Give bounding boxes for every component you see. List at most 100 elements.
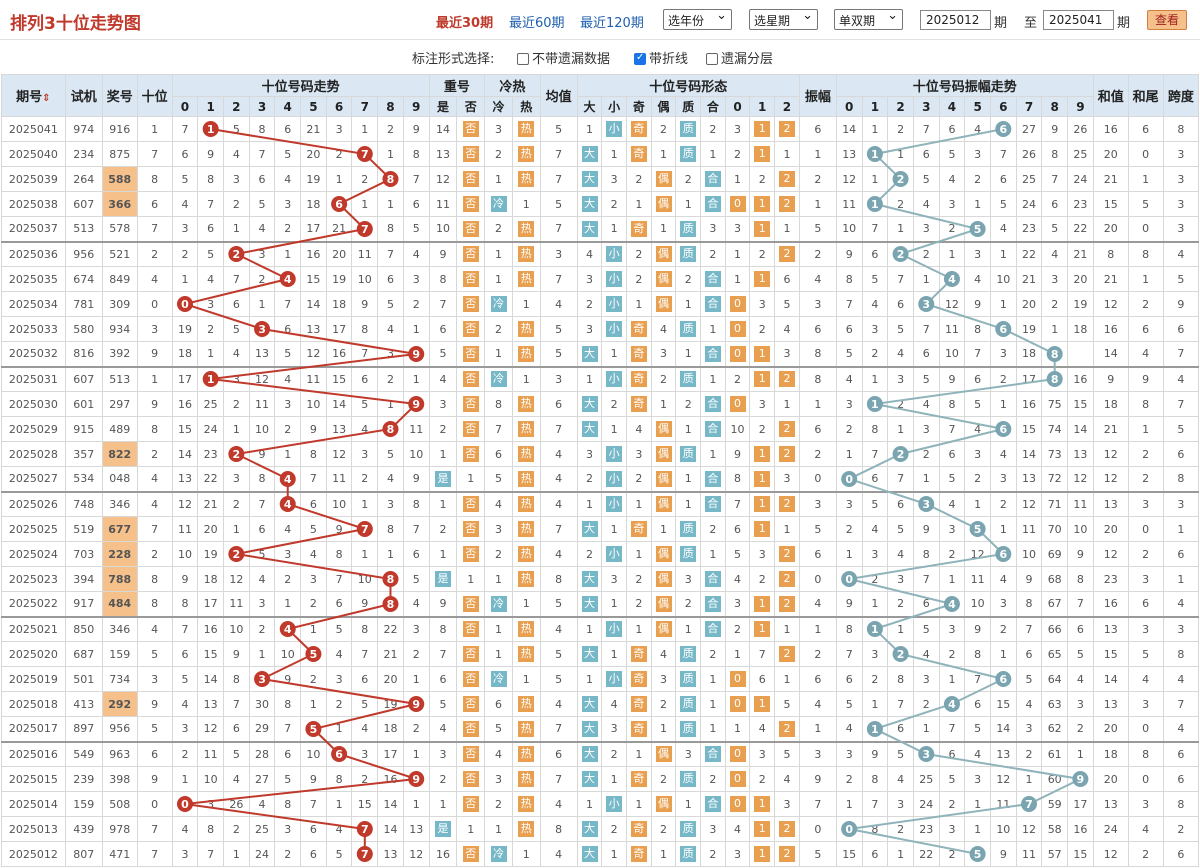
avg-cell: 7	[539, 766, 578, 792]
amp-trend-cell-5: 4	[964, 416, 991, 442]
amp-trend-cell-6: 12	[989, 766, 1017, 792]
repeat-no-cell: 否	[456, 591, 486, 617]
repeat-yes-cell: 5	[428, 341, 458, 367]
form-cell-3: 偶	[650, 566, 677, 592]
tens-cell: 9	[136, 341, 173, 367]
repeat-yes-cell: 6	[428, 666, 458, 692]
form-cell-3: 偶	[650, 240, 677, 267]
form-header-6: 0	[724, 96, 751, 117]
trend-digit-header-8: 8	[377, 96, 404, 117]
form-cell-5: 合	[700, 791, 726, 817]
form-cell-4: 质	[675, 641, 702, 667]
option-no-miss[interactable]: 不带遗漏数据	[517, 48, 610, 67]
value-chip: 小	[606, 321, 623, 337]
value-chip: 偶	[655, 470, 672, 487]
value-chip: 2	[778, 846, 795, 862]
amp-trend-cell-8: 73	[1041, 441, 1069, 467]
trend-cell-3: 2	[248, 266, 276, 292]
trend-cell-8: 20	[377, 666, 404, 692]
value-chip: 热	[518, 746, 535, 763]
to-issue-input[interactable]: 2025041	[1043, 10, 1114, 30]
trend-cell-1: 11	[197, 740, 225, 767]
amp-trend-cell-1: 2	[861, 666, 889, 692]
span-cell: 8	[1162, 641, 1200, 667]
form-cell-5: 1	[700, 716, 726, 742]
value-chip: 质	[680, 696, 697, 712]
amp-trend-cell-3: 2	[912, 441, 940, 467]
trend-digit-header-7: 7	[351, 96, 379, 117]
trend-cell-3: 2	[248, 615, 276, 642]
issue-cell: 2025021	[1, 615, 66, 642]
checkbox-checked-icon[interactable]	[634, 52, 646, 65]
trend-cell-0: 18	[171, 341, 199, 367]
trial-cell: 816	[64, 341, 103, 367]
hot-cell: 1	[511, 191, 541, 217]
trend-cell-1: 2	[197, 316, 225, 342]
repeat-no-cell: 1	[456, 466, 486, 492]
form-cell-2: 奇	[626, 641, 652, 667]
amp-trend-cell-0: 10	[835, 216, 863, 242]
recent-60-link[interactable]: 最近60期	[509, 16, 565, 31]
weekday-select[interactable]: 选星期	[749, 8, 818, 30]
trend-cell-9: 1	[402, 666, 430, 692]
amp-trend-cell-9	[1067, 766, 1094, 792]
hot-cell: 热	[511, 341, 541, 367]
trend-cell-7: 15	[351, 791, 379, 817]
form-cell-4: 1	[675, 466, 702, 492]
repeat-no-cell: 否	[456, 391, 486, 417]
value-chip: 0	[729, 296, 746, 312]
trend-cell-8: 8	[377, 516, 404, 542]
form-cell-0: 1	[576, 365, 603, 392]
repeat-yes-cell: 6	[428, 316, 458, 342]
form-cell-7: 1	[749, 791, 776, 817]
odd-even-select[interactable]: 单双期	[834, 8, 903, 30]
value-chip: 偶	[655, 796, 672, 812]
repeat-no-cell: 否	[456, 716, 486, 742]
amp-trend-cell-8: 62	[1041, 716, 1069, 742]
trend-cell-7: 9	[351, 291, 379, 317]
value-chip: 0	[729, 696, 746, 712]
cold-cell: 2	[484, 791, 513, 817]
amp-trend-cell-0: 3	[835, 740, 863, 767]
sort-arrows-icon[interactable]: ⇕	[42, 93, 51, 104]
form-cell-8: 5	[774, 740, 800, 767]
value-chip: 1	[754, 595, 771, 612]
year-select[interactable]: 选年份	[663, 8, 732, 30]
prize-cell: 521	[101, 240, 138, 267]
trend-group-header: 十位号码走势	[171, 74, 430, 97]
form-cell-7: 1	[749, 141, 776, 167]
option-line[interactable]: 带折线	[634, 48, 688, 67]
checkbox-icon[interactable]	[517, 53, 529, 65]
trial-cell: 674	[64, 266, 103, 292]
trend-cell-0	[171, 791, 199, 817]
amp-trend-cell-1: 4	[861, 291, 889, 317]
form-cell-7: 4	[749, 716, 776, 742]
form-cell-4: 1	[675, 191, 702, 217]
trend-cell-5: 9	[300, 766, 327, 792]
trend-cell-8: 22	[377, 615, 404, 642]
form-cell-3: 3	[650, 341, 677, 367]
amp-trend-cell-4	[938, 691, 966, 717]
from-issue-input[interactable]: 2025012	[920, 10, 991, 30]
amp-trend-cell-2: 3	[887, 566, 914, 592]
query-button[interactable]: 查看	[1147, 10, 1187, 30]
trend-cell-4: 1	[274, 591, 302, 617]
amp-trend-cell-1: 9	[861, 740, 889, 767]
span-cell: 6	[1162, 441, 1200, 467]
sum-cell: 9	[1092, 365, 1129, 392]
amp-trend-cell-2: 6	[887, 716, 914, 742]
repeat-yes-cell: 是	[428, 466, 458, 492]
recent-30-link[interactable]: 最近30期	[436, 16, 494, 31]
trend-cell-3: 1	[248, 291, 276, 317]
trend-cell-1: 25	[197, 391, 225, 417]
recent-120-link[interactable]: 最近120期	[580, 16, 644, 31]
option-layer[interactable]: 遗漏分层	[706, 48, 773, 67]
form-cell-4: 质	[675, 441, 702, 467]
trend-cell-1: 7	[197, 191, 225, 217]
trend-cell-7	[351, 841, 379, 867]
checkbox-icon[interactable]	[706, 53, 718, 65]
trend-cell-5: 20	[300, 141, 327, 167]
trend-cell-4: 3	[274, 391, 302, 417]
amp-trend-cell-9: 17	[1067, 791, 1094, 817]
issue-header[interactable]: 期号⇕	[1, 74, 66, 117]
